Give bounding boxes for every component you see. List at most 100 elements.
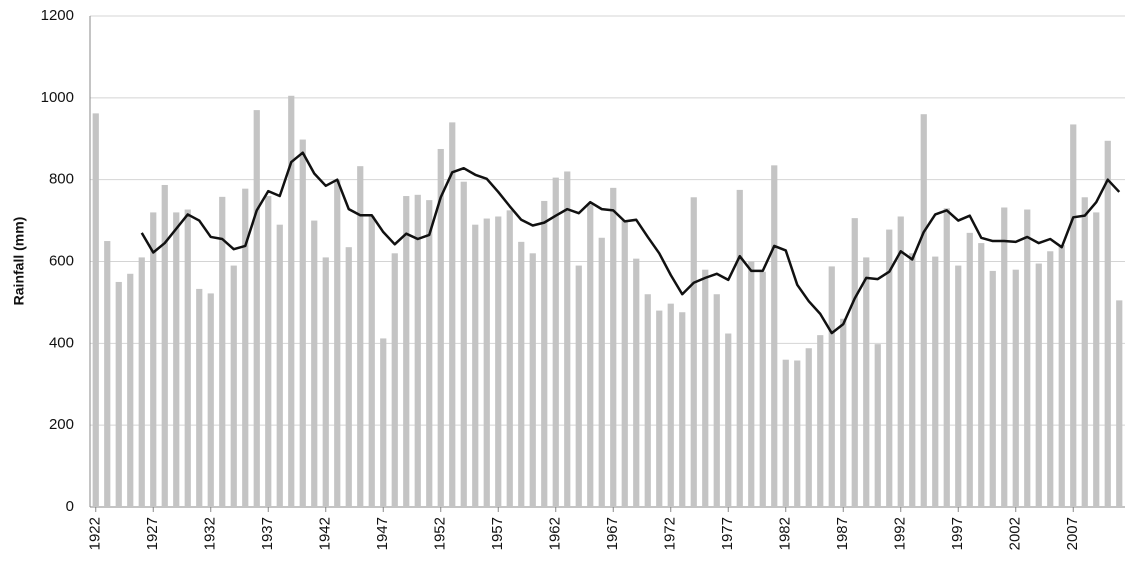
- bar: [736, 189, 743, 508]
- bar: [1024, 209, 1031, 507]
- y-tick-label: 1200: [41, 7, 74, 24]
- bar: [840, 318, 847, 507]
- bar: [230, 265, 237, 507]
- x-tick-label: 1952: [432, 517, 449, 550]
- bar: [644, 294, 651, 507]
- bar: [713, 294, 720, 507]
- bar: [575, 265, 582, 507]
- bar: [909, 253, 916, 507]
- bar: [518, 241, 525, 508]
- bar: [334, 179, 341, 507]
- bar: [794, 360, 801, 507]
- bar: [115, 281, 122, 507]
- bar: [690, 197, 697, 507]
- bar: [541, 200, 548, 507]
- x-tick-label: 1942: [317, 517, 334, 550]
- bar: [656, 310, 663, 507]
- bar: [391, 253, 398, 507]
- x-tick-label: 1977: [719, 517, 736, 550]
- bar: [978, 243, 985, 507]
- bar: [748, 261, 755, 507]
- bar: [483, 218, 490, 507]
- x-tick-label: 1997: [949, 517, 966, 550]
- bar: [598, 237, 605, 508]
- x-tick-label: 1992: [892, 517, 909, 550]
- bar: [1093, 212, 1100, 507]
- bar: [207, 293, 214, 507]
- bar: [506, 210, 513, 507]
- bar: [472, 224, 479, 508]
- bar: [552, 177, 559, 507]
- bar: [299, 139, 306, 507]
- bar: [851, 218, 858, 507]
- x-tick-label: 1937: [259, 517, 276, 550]
- bar: [265, 196, 272, 508]
- bar: [1104, 140, 1111, 507]
- bar: [368, 216, 375, 507]
- bar: [782, 359, 789, 507]
- bar: [426, 200, 433, 507]
- y-tick-label: 400: [49, 334, 74, 351]
- bar: [1012, 269, 1019, 507]
- x-tick-label: 1967: [604, 517, 621, 550]
- bar: [460, 181, 467, 507]
- bar: [173, 212, 180, 507]
- x-tick-label: 1932: [202, 517, 219, 550]
- x-tick-label: 1982: [777, 517, 794, 550]
- bar: [1035, 263, 1042, 507]
- x-tick-label: 1972: [662, 517, 679, 550]
- x-tick-label: 1927: [144, 517, 161, 550]
- y-tick-label: 800: [49, 171, 74, 188]
- bar: [1081, 197, 1088, 507]
- bar: [932, 256, 939, 507]
- bar: [184, 209, 191, 507]
- bar: [414, 194, 421, 507]
- bar: [253, 110, 260, 507]
- bar: [437, 148, 444, 507]
- bar: [242, 188, 249, 507]
- bar: [449, 122, 456, 507]
- x-tick-label: 1962: [547, 517, 564, 550]
- x-tick-label: 1947: [374, 517, 391, 550]
- x-tick-label: 2007: [1064, 517, 1081, 550]
- bar: [564, 171, 571, 507]
- bar: [322, 257, 329, 507]
- bar: [943, 208, 950, 507]
- bar: [621, 220, 628, 508]
- y-tick-label: 0: [66, 498, 74, 515]
- x-tick-label: 1922: [87, 517, 104, 550]
- bar: [345, 247, 352, 507]
- bar: [587, 204, 594, 507]
- bar: [403, 196, 410, 508]
- bar: [1047, 251, 1054, 507]
- bar: [529, 253, 536, 507]
- y-tick-label: 200: [49, 416, 74, 433]
- bar: [966, 232, 973, 507]
- bar: [311, 220, 318, 508]
- bar: [161, 184, 168, 507]
- bar: [1116, 300, 1123, 507]
- y-tick-label: 600: [49, 252, 74, 269]
- bar: [104, 241, 111, 507]
- bar: [219, 196, 226, 507]
- bar: [725, 333, 732, 507]
- bar: [610, 187, 617, 507]
- bar: [667, 303, 674, 507]
- bar: [196, 288, 203, 507]
- bar: [886, 229, 893, 507]
- y-tick-label: 1000: [41, 89, 74, 106]
- bar: [276, 224, 283, 508]
- y-axis-label: Rainfall (mm): [11, 217, 27, 306]
- bar: [771, 165, 778, 508]
- bar: [828, 266, 835, 507]
- bar: [863, 257, 870, 507]
- bar: [874, 344, 881, 507]
- x-tick-label: 1987: [834, 517, 851, 550]
- bar: [380, 338, 387, 507]
- bar: [759, 271, 766, 507]
- x-tick-label: 2002: [1007, 517, 1024, 550]
- bar: [989, 270, 996, 507]
- bar: [633, 258, 640, 507]
- bar: [920, 114, 927, 507]
